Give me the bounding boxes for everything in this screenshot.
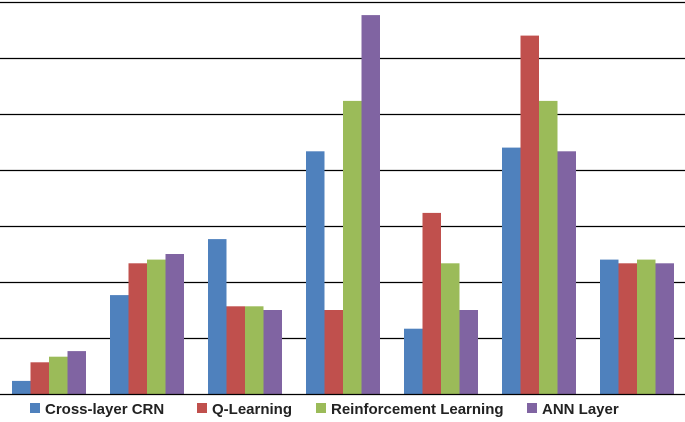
legend-swatch-reinforcement-learning (316, 403, 326, 413)
bar-q-learning-5 (422, 212, 441, 394)
bar-reinforcement-learning-7 (637, 259, 656, 394)
gridlines (0, 1, 685, 340)
legend-swatch-q-learning (197, 403, 207, 413)
bar-ann-layer-7 (655, 263, 674, 394)
legend-label-cross-layer-crn: Cross-layer CRN (45, 401, 164, 418)
bar-q-learning-7 (618, 263, 637, 394)
bar-q-learning-6 (520, 35, 539, 394)
bar-reinforcement-learning-4 (343, 100, 362, 395)
bar-q-learning-4 (324, 310, 343, 394)
bar-reinforcement-learning-2 (147, 259, 166, 394)
bar-ann-layer-6 (557, 151, 576, 394)
bar-cross-layer-crn-1 (12, 380, 31, 394)
bar-ann-layer-5 (459, 310, 478, 394)
bar-cross-layer-crn-6 (502, 147, 521, 394)
bars (12, 15, 674, 395)
legend-label-ann-layer: ANN Layer (542, 401, 619, 418)
legend: Cross-layer CRN Q-Learning Reinforcement L… (30, 401, 619, 418)
bar-reinforcement-learning-3 (245, 306, 264, 394)
bar-reinforcement-learning-1 (49, 356, 68, 394)
bar-ann-layer-4 (361, 15, 380, 394)
legend-label-reinforcement-learning: Reinforcement Learning (331, 401, 504, 418)
bar-q-learning-1 (30, 362, 49, 394)
bar-ann-layer-1 (67, 351, 86, 394)
bar-ann-layer-2 (165, 254, 184, 394)
bar-cross-layer-crn-7 (600, 259, 619, 394)
legend-label-q-learning: Q-Learning (212, 401, 292, 418)
bar-q-learning-2 (128, 263, 147, 394)
bar-cross-layer-crn-2 (110, 295, 129, 394)
bar-cross-layer-crn-5 (404, 328, 423, 394)
bar-q-learning-3 (226, 306, 245, 394)
bar-ann-layer-3 (263, 310, 282, 394)
bar-reinforcement-learning-6 (539, 100, 558, 395)
bar-cross-layer-crn-4 (306, 151, 325, 394)
bar-reinforcement-learning-5 (441, 263, 460, 394)
legend-swatch-ann-layer (527, 403, 537, 413)
legend-swatch-cross-layer-crn (30, 403, 40, 413)
bar-cross-layer-crn-3 (208, 239, 227, 394)
